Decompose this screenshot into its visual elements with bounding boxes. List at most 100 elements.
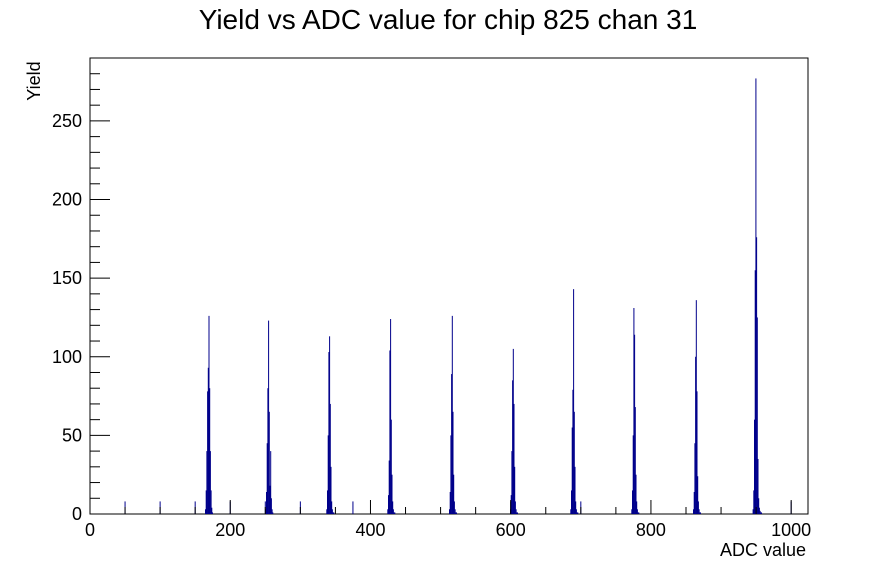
histogram-bin	[449, 491, 451, 514]
histogram-bin	[270, 451, 272, 514]
histogram-bin	[632, 490, 634, 514]
x-tick-label: 200	[215, 520, 245, 540]
histogram-bin	[513, 403, 515, 514]
histogram-bin	[757, 458, 759, 514]
histogram-bin	[759, 510, 761, 514]
histogram-bin	[267, 388, 269, 514]
histogram-bin	[754, 419, 756, 514]
x-tick-label: 400	[355, 520, 385, 540]
y-axis-label: Yield	[24, 61, 44, 100]
histogram-bin	[572, 389, 574, 514]
histogram-bin	[387, 509, 389, 514]
histogram-bin	[570, 509, 572, 514]
x-tick-label: 600	[496, 520, 526, 540]
histogram-bin	[328, 352, 330, 514]
histogram-bin	[392, 501, 394, 514]
histogram-bin	[453, 474, 455, 514]
histogram-bin	[635, 474, 637, 514]
histogram-bin	[271, 509, 273, 514]
histogram-bin	[331, 501, 333, 514]
histogram-bin	[456, 512, 458, 514]
histogram-bin	[392, 509, 394, 514]
histogram-bin	[329, 336, 331, 514]
histogram-bin	[756, 237, 758, 514]
histogram-bin	[208, 315, 210, 514]
histogram-bin	[697, 501, 699, 514]
histogram-bin	[390, 419, 392, 514]
histogram-bin	[573, 411, 575, 514]
histogram-bin	[571, 427, 573, 514]
histogram-bin	[754, 270, 756, 514]
histogram-bin	[270, 498, 272, 514]
histogram-bin	[637, 512, 639, 514]
histogram-bin	[451, 315, 453, 514]
chart-title: Yield vs ADC value for chip 825 chan 31	[199, 4, 698, 35]
histogram-bin	[514, 466, 516, 514]
histogram-bin	[452, 411, 454, 514]
histogram-bin	[332, 512, 334, 514]
histogram-bin	[327, 435, 329, 514]
histogram-bin	[575, 509, 577, 514]
histogram-bin	[393, 512, 395, 514]
histogram-bin	[514, 501, 516, 514]
y-tick-label: 250	[52, 111, 82, 131]
histogram-bin	[699, 512, 701, 514]
histogram-bin	[388, 460, 390, 514]
histogram-bin	[695, 356, 697, 514]
histogram-bin	[212, 512, 214, 514]
histogram-bin	[512, 380, 514, 514]
histogram-bin	[390, 319, 392, 514]
histogram-bin	[575, 501, 577, 514]
histogram-bin	[389, 350, 391, 514]
histogram-bin	[455, 512, 457, 514]
x-tick-label: 1000	[771, 520, 811, 540]
histogram-bin	[449, 509, 450, 514]
histogram-bin	[268, 320, 270, 514]
histogram-bin	[761, 512, 763, 514]
histogram-bin	[268, 411, 270, 514]
histogram-bin	[329, 403, 331, 514]
histogram-bin	[210, 490, 212, 514]
x-axis-label: ADC value	[720, 540, 806, 560]
histogram-bin	[387, 495, 389, 514]
plot-area-border	[89, 57, 809, 515]
histogram-bin	[634, 334, 636, 514]
histogram-bin	[756, 317, 758, 514]
histogram-bin	[326, 509, 328, 514]
histogram-bin	[511, 451, 513, 514]
histogram-bin	[266, 443, 268, 514]
x-axis: 0 200 400 600 800 1000	[85, 500, 811, 540]
histogram-bin	[515, 509, 517, 514]
histogram-bins	[124, 78, 792, 514]
histogram-bin	[634, 407, 636, 514]
histogram-bin	[633, 308, 635, 514]
histogram-bin	[694, 443, 696, 514]
histogram-bin	[516, 512, 518, 514]
histogram-bin	[454, 509, 456, 514]
histogram-bin	[636, 509, 638, 514]
histogram-bin	[700, 512, 702, 514]
histogram-bin	[693, 509, 695, 514]
histogram-bin	[693, 491, 695, 514]
histogram-bin	[207, 367, 209, 514]
histogram-bin	[512, 348, 514, 514]
histogram-bin	[577, 512, 579, 514]
histogram-bin	[760, 512, 762, 514]
histogram-bin	[211, 507, 213, 514]
histogram-bin	[695, 300, 697, 514]
histogram-bin	[331, 509, 333, 514]
histogram-bin	[696, 391, 698, 514]
histogram-bin	[206, 451, 208, 514]
histogram-bin	[333, 512, 335, 514]
histogram-bin	[517, 512, 519, 514]
histogram-bin	[453, 501, 455, 514]
y-axis: 0 50 100 150 200 250	[52, 57, 110, 524]
histogram-bin	[636, 501, 638, 514]
histogram-bin	[632, 435, 634, 514]
histogram-bin	[753, 490, 755, 514]
y-tick-label: 100	[52, 347, 82, 367]
histogram-bin	[573, 289, 575, 514]
histogram-bin	[698, 509, 700, 514]
histogram-bin	[265, 491, 267, 514]
